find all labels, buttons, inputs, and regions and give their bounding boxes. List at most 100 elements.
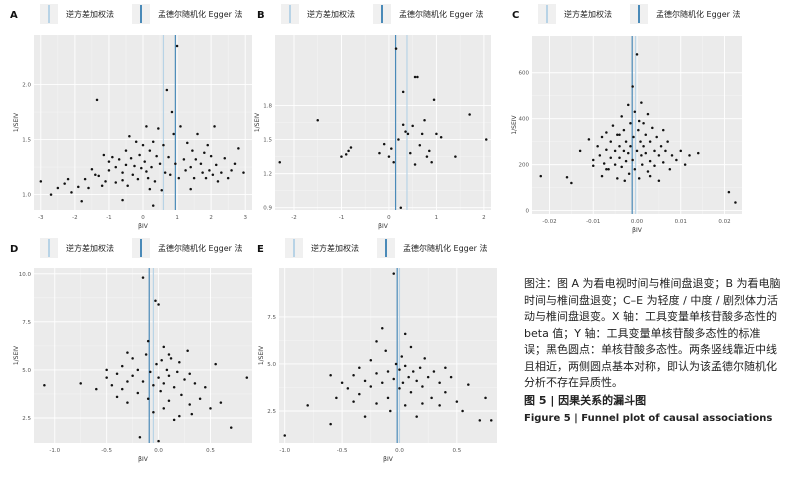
x-tick-label: 1: [175, 215, 179, 221]
data-point: [642, 122, 645, 125]
x-tick-label: -2: [291, 215, 296, 221]
data-point: [439, 136, 443, 139]
data-point: [398, 368, 401, 371]
data-point: [378, 151, 381, 155]
data-point: [95, 98, 99, 102]
data-point: [651, 126, 654, 130]
data-point: [102, 153, 106, 157]
data-point: [394, 47, 398, 50]
data-point: [352, 374, 355, 377]
legend-label-ivw-c: 逆方差加权法: [564, 9, 612, 19]
data-point: [392, 272, 395, 275]
y-tick-label: 10.0: [19, 272, 32, 278]
data-point: [120, 364, 124, 368]
data-point: [136, 391, 140, 395]
data-point: [387, 155, 391, 158]
data-point: [63, 182, 66, 185]
data-point: [683, 163, 687, 166]
data-point: [344, 153, 348, 156]
data-point: [675, 158, 678, 162]
data-point: [668, 167, 672, 171]
data-point: [666, 140, 669, 143]
x-tick-label: -0.02: [542, 219, 556, 225]
data-point: [539, 174, 542, 178]
data-point: [105, 376, 108, 379]
data-point: [56, 186, 60, 190]
data-point: [430, 396, 433, 400]
panel-label-b: B: [257, 10, 265, 21]
data-point: [662, 161, 665, 164]
data-point: [329, 374, 332, 377]
data-point: [97, 174, 100, 178]
data-point: [209, 407, 212, 410]
data-point: [490, 419, 493, 422]
data-point: [211, 173, 215, 177]
data-point: [70, 191, 73, 194]
y-axis-a: 1.0 1.5 2.0: [22, 83, 252, 199]
data-point: [153, 180, 157, 183]
data-point: [188, 403, 191, 406]
data-point: [167, 155, 170, 159]
data-point: [129, 157, 133, 160]
data-point: [644, 133, 647, 137]
data-point: [363, 415, 367, 418]
x-axis-label-c: βIV: [632, 227, 643, 234]
data-point: [639, 140, 642, 143]
data-point: [79, 382, 82, 385]
data-point: [620, 165, 623, 169]
data-point: [162, 382, 166, 385]
data-point: [409, 390, 413, 394]
data-point: [178, 360, 181, 364]
x-tick-label: 0.00: [631, 219, 644, 225]
data-point: [143, 160, 146, 163]
data-point: [613, 163, 617, 166]
data-point: [219, 401, 223, 404]
data-point: [403, 404, 407, 407]
y-tick-label: 5.0: [22, 368, 31, 374]
data-point: [386, 370, 390, 373]
data-point: [145, 170, 148, 173]
data-point: [126, 401, 129, 404]
panel-label-a: A: [10, 10, 18, 21]
y-tick-label: 2.5: [267, 409, 276, 415]
data-point: [121, 171, 124, 174]
data-point: [418, 143, 422, 147]
data-point: [90, 168, 94, 171]
data-point: [397, 138, 400, 141]
data-point: [278, 161, 281, 164]
chart-e-svg: E 逆方差加权法 孟德尔随机化 Egger 法 -1.0 -0.5 0.0 0.5 2.5 5.…: [257, 238, 497, 463]
data-point: [206, 143, 209, 147]
data-point: [438, 404, 441, 407]
data-point: [401, 123, 405, 127]
data-point: [145, 125, 148, 128]
data-point: [413, 75, 417, 79]
panel-label-d: D: [10, 244, 18, 255]
data-point: [664, 149, 667, 153]
data-point: [640, 101, 643, 104]
data-point: [423, 118, 426, 122]
data-point: [214, 163, 218, 167]
data-point: [104, 180, 107, 183]
data-point: [340, 155, 343, 158]
x-tick-label: 2: [209, 215, 213, 221]
data-point: [201, 171, 204, 174]
data-point: [133, 164, 136, 168]
data-point: [399, 206, 403, 209]
legend-label-egger-a: 孟德尔随机化 Egger 法: [158, 9, 243, 19]
x-axis-label-d: βIV: [138, 456, 149, 463]
data-point: [648, 159, 652, 163]
y-axis-label-b: 1/SEIV: [254, 112, 261, 132]
y-tick-label: 7.5: [22, 320, 31, 326]
data-point: [162, 143, 165, 147]
data-point: [107, 169, 111, 172]
chart-b-svg: B 逆方差加权法 孟德尔随机化 Egger 法 -2 -1 0 1 2 0.9 1.2 1.5 1.8…: [254, 4, 491, 230]
x-tick-label: 0.0: [395, 448, 404, 454]
data-point: [124, 149, 128, 152]
data-point: [688, 154, 691, 157]
chart-d-svg: D 逆方差加权法 孟德尔随机化 Egger 法 -1.0 -0.5 0.0 0.5 2.5 5.…: [10, 238, 252, 463]
y-axis-label-c: 1/SEIV: [511, 114, 518, 134]
data-point: [646, 170, 650, 173]
data-point: [406, 132, 410, 136]
data-point: [622, 149, 626, 153]
data-point: [679, 149, 682, 153]
